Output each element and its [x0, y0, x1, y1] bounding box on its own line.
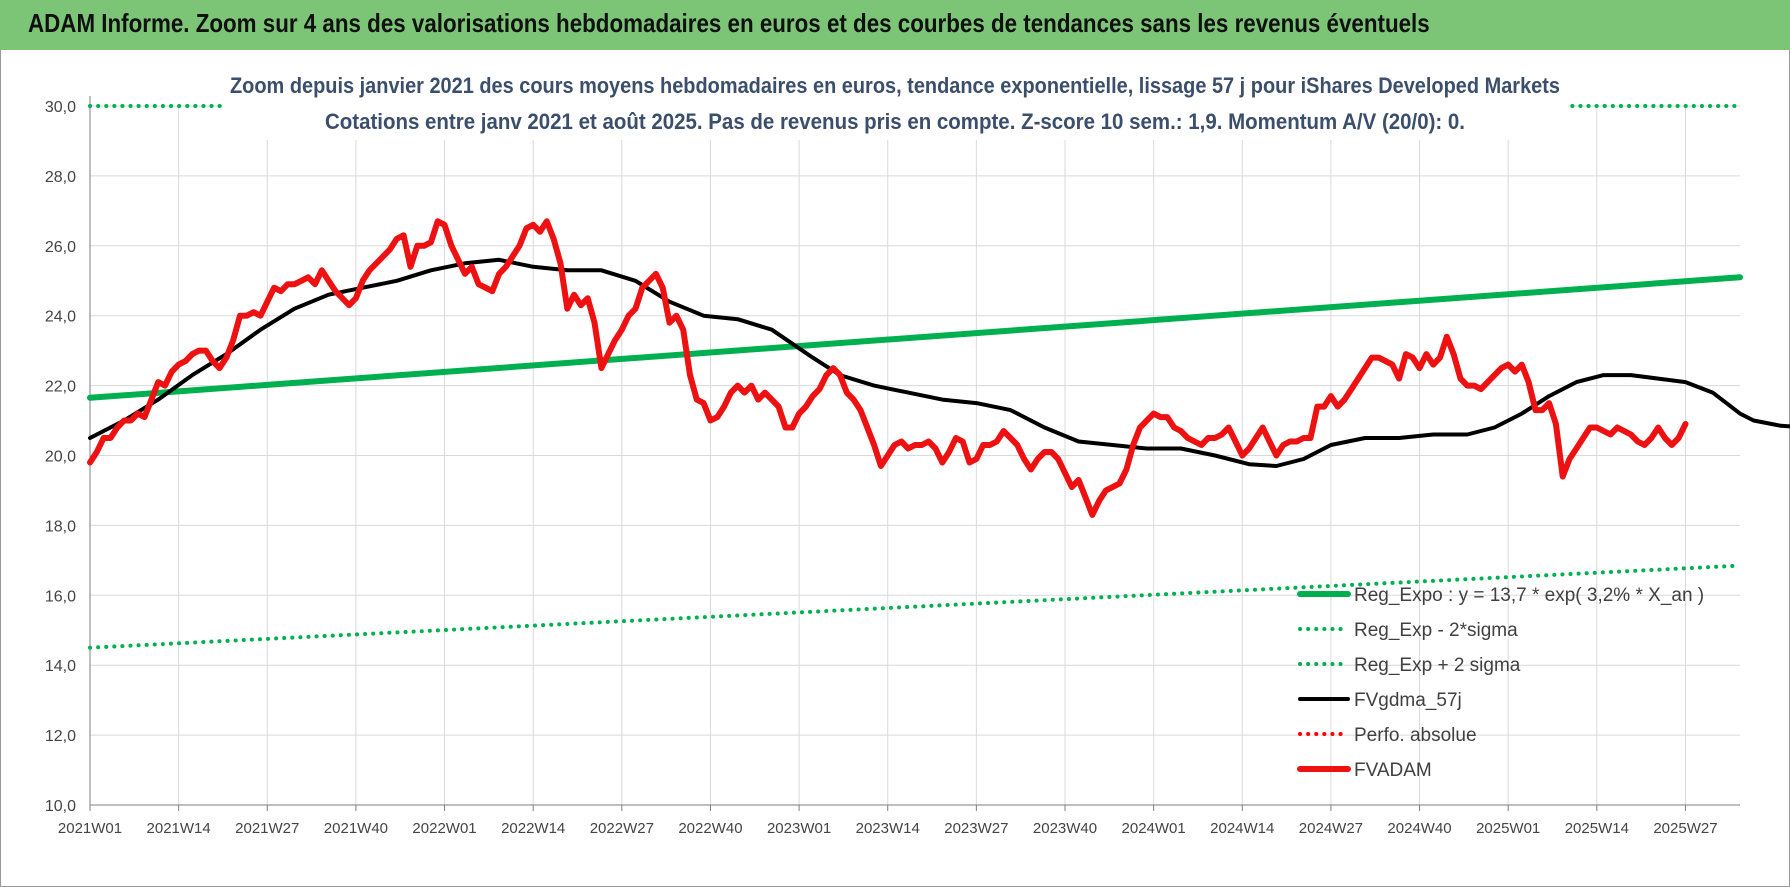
series-line-0 — [87, 274, 1743, 401]
y-tick-label: 18,0 — [45, 518, 76, 535]
legend-entry-2: Reg_Exp + 2 sigma — [1354, 655, 1521, 676]
series-line-1 — [88, 563, 1742, 650]
x-tick-label: 2025W01 — [1476, 820, 1540, 837]
chart-subtitle: Zoom depuis janvier 2021 des cours moyen… — [222, 68, 1568, 140]
x-tick-label: 2023W14 — [856, 820, 920, 837]
x-tick-label: 2021W14 — [147, 820, 211, 837]
y-tick-label: 26,0 — [45, 239, 76, 256]
y-tick-label: 16,0 — [45, 588, 76, 605]
x-tick-label: 2021W27 — [235, 820, 299, 837]
x-tick-label: 2022W40 — [678, 820, 742, 837]
legend-entry-3: FVgdma_57j — [1354, 690, 1462, 711]
x-tick-label: 2023W01 — [767, 820, 831, 837]
series-line-3 — [88, 257, 1790, 468]
series-line-5 — [87, 218, 1689, 518]
legend: Reg_Expo : y = 13,7 * exp( 3,2% * X_an )… — [1297, 585, 1704, 781]
x-tick-label: 2024W27 — [1299, 820, 1363, 837]
subtitle-background — [222, 68, 1568, 140]
x-tick-label: 2024W14 — [1210, 820, 1274, 837]
legend-entry-1: Reg_Exp - 2*sigma — [1354, 620, 1518, 641]
x-tick-label: 2024W40 — [1387, 820, 1451, 837]
x-tick-label: 2025W27 — [1653, 820, 1717, 837]
title-banner: ADAM Informe. Zoom sur 4 ans des valoris… — [0, 0, 1790, 50]
y-tick-label: 14,0 — [45, 658, 76, 675]
gridlines — [89, 105, 1740, 806]
y-tick-label: 12,0 — [45, 728, 76, 745]
y-tick-label: 10,0 — [45, 798, 76, 815]
y-tick-label: 22,0 — [45, 379, 76, 396]
x-tick-label: 2023W27 — [944, 820, 1008, 837]
report-title: ADAM Informe. Zoom sur 4 ans des valoris… — [28, 8, 1430, 38]
legend-entry-0: Reg_Expo : y = 13,7 * exp( 3,2% * X_an ) — [1354, 585, 1704, 606]
x-tick-label: 2022W01 — [412, 820, 476, 837]
y-tick-label: 30,0 — [45, 99, 76, 116]
axes: 10,0 12,0 14,0 16,0 18,0 20,0 22,0 24,0 26,0 28,0… — [45, 96, 1740, 837]
x-tick-label: 2025W14 — [1565, 820, 1629, 837]
x-tick-label: 2022W27 — [590, 820, 654, 837]
x-tick-label: 2023W40 — [1033, 820, 1097, 837]
x-tick-label: 2021W01 — [58, 820, 122, 837]
x-tick-label: 2021W40 — [324, 820, 388, 837]
x-tick-label: 2022W14 — [501, 820, 565, 837]
x-tick-label: 2024W01 — [1122, 820, 1186, 837]
chart-subtitle-line-2: Cotations entre janv 2021 et août 2025. … — [325, 109, 1465, 134]
legend-entry-5: FVADAM — [1354, 760, 1432, 781]
y-tick-label: 28,0 — [45, 169, 76, 186]
legend-entry-4: Perfo. absolue — [1354, 725, 1477, 746]
y-tick-label: 20,0 — [45, 449, 76, 466]
y-tick-label: 24,0 — [45, 309, 76, 326]
series-layer — [87, 104, 1790, 650]
chart-subtitle-line-1: Zoom depuis janvier 2021 des cours moyen… — [230, 73, 1560, 98]
